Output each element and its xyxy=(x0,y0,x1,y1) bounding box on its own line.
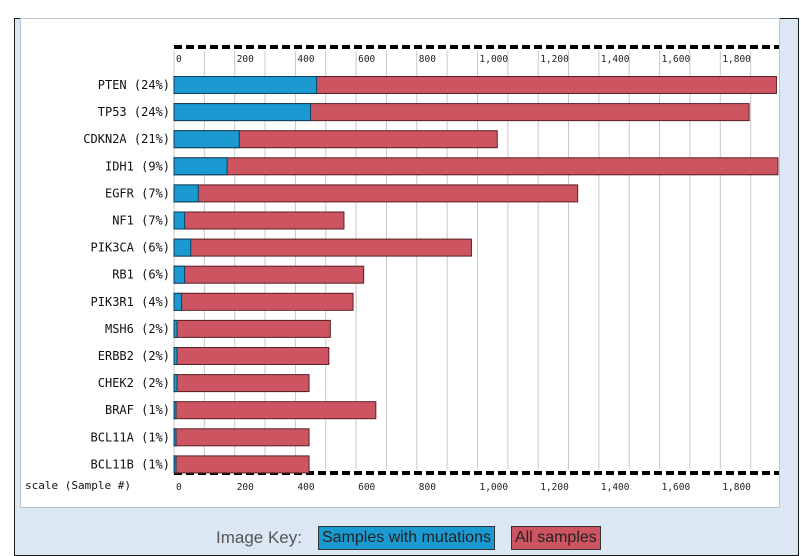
bar-all-samples xyxy=(173,455,310,474)
top-tick-label: 600 xyxy=(358,54,375,65)
gene-label: ERBB2 (2%) xyxy=(98,349,170,363)
gene-label: CDKN2A (21%) xyxy=(83,132,170,146)
gene-label: RB1 (6%) xyxy=(112,268,170,282)
gene-label: TP53 (24%) xyxy=(98,105,170,119)
top-tick-label: 1,200 xyxy=(540,54,569,65)
bar-all-samples xyxy=(173,292,354,311)
bar-mutations xyxy=(173,428,177,447)
top-tick-label: 0 xyxy=(176,54,182,65)
bottom-tick-label: 1,600 xyxy=(662,482,691,493)
gene-label: NF1 (7%) xyxy=(112,214,170,228)
bar-mutations xyxy=(173,265,186,284)
bar-mutations xyxy=(173,130,240,149)
top-tick-label: 1,800 xyxy=(722,54,751,65)
image-key: Image Key: Samples with mutations All sa… xyxy=(216,525,601,551)
bar-mutations xyxy=(173,184,199,203)
chart-panel: 0 0 200 200 400 400 600 600 800 800 1,000 1,000 1,20… xyxy=(20,18,780,508)
bottom-tick-label: 0 xyxy=(176,482,182,493)
bottom-tick-label: 200 xyxy=(237,482,254,493)
gene-label: CHEK2 (2%) xyxy=(98,376,170,390)
bar-chart: 0 0 200 200 400 400 600 600 800 800 1,000 1,000 1,20… xyxy=(25,45,779,493)
bottom-tick-label: 1,000 xyxy=(480,482,509,493)
top-tick-label: 400 xyxy=(297,54,314,65)
bar-mutations xyxy=(173,157,228,176)
bar-mutations xyxy=(173,374,178,393)
bar-all-samples xyxy=(173,157,779,176)
bar-mutations xyxy=(173,238,192,257)
bar-all-samples xyxy=(173,211,345,230)
bar-all-samples xyxy=(173,319,331,338)
gene-label: MSH6 (2%) xyxy=(105,322,170,336)
bar-all-samples xyxy=(173,184,579,203)
top-tick-label: 1,400 xyxy=(601,54,630,65)
legend-all-samples: All samples xyxy=(510,526,601,550)
gene-label: PIK3CA (6%) xyxy=(91,241,170,255)
bar-mutations xyxy=(173,455,177,474)
bar-mutations xyxy=(173,292,183,311)
gene-label: IDH1 (9%) xyxy=(105,159,170,173)
top-tick-label: 1,600 xyxy=(662,54,691,65)
top-tick-label: 800 xyxy=(419,54,436,65)
bar-mutations xyxy=(173,347,178,365)
x-axis-label: scale (Sample #) xyxy=(25,479,131,492)
gene-label: BCL11B (1%) xyxy=(91,457,170,471)
legend-title: Image Key: xyxy=(216,528,302,547)
bottom-tick-label: 1,200 xyxy=(540,482,569,493)
bar-mutations xyxy=(173,103,312,122)
top-tick-label: 1,000 xyxy=(480,54,509,65)
bar-all-samples xyxy=(173,238,472,257)
gene-label: EGFR (7%) xyxy=(105,186,170,200)
gene-label: PIK3R1 (4%) xyxy=(91,295,170,309)
top-tick-label: 200 xyxy=(237,54,254,65)
bar-mutations xyxy=(173,401,177,420)
bar-all-samples xyxy=(173,347,330,365)
bottom-tick-label: 1,800 xyxy=(722,482,751,493)
bar-all-samples xyxy=(173,265,365,284)
bar-mutations xyxy=(173,319,178,338)
bottom-tick-label: 600 xyxy=(358,482,375,493)
bottom-tick-label: 400 xyxy=(297,482,314,493)
bar-mutations xyxy=(173,211,186,230)
bottom-tick-label: 1,400 xyxy=(601,482,630,493)
bar-all-samples xyxy=(173,374,310,393)
legend-mutations: Samples with mutations xyxy=(318,526,495,550)
bar-all-samples xyxy=(173,401,377,420)
gene-label: BRAF (1%) xyxy=(105,403,170,417)
gene-label: PTEN (24%) xyxy=(98,78,170,92)
bar-all-samples xyxy=(173,428,310,447)
bar-mutations xyxy=(173,76,318,94)
gene-label: BCL11A (1%) xyxy=(91,430,170,444)
bottom-tick-label: 800 xyxy=(419,482,436,493)
